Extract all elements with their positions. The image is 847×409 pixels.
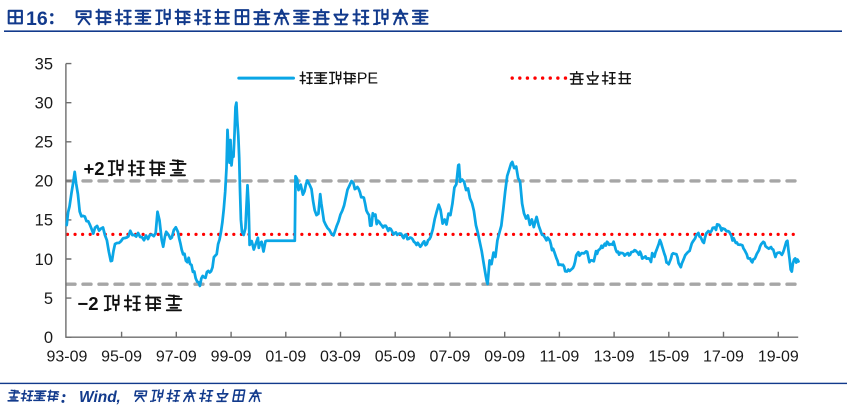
svg-text:05-09: 05-09 <box>375 349 416 366</box>
svg-text:03-09: 03-09 <box>320 349 361 366</box>
svg-text:93-09: 93-09 <box>46 349 87 366</box>
svg-text:30: 30 <box>35 95 53 113</box>
svg-text:,: , <box>116 389 121 406</box>
svg-text:10: 10 <box>35 251 53 269</box>
svg-text:Wind: Wind <box>79 389 117 406</box>
svg-text:99-09: 99-09 <box>211 349 252 366</box>
svg-text:07-09: 07-09 <box>429 349 470 366</box>
svg-text:95-09: 95-09 <box>101 349 142 366</box>
svg-text:17-09: 17-09 <box>703 349 744 366</box>
svg-text:19-09: 19-09 <box>758 349 799 366</box>
svg-text:13-09: 13-09 <box>594 349 635 366</box>
svg-text:01-09: 01-09 <box>265 349 306 366</box>
svg-text:97-09: 97-09 <box>156 349 197 366</box>
svg-text:16: 16 <box>26 8 48 30</box>
svg-text:−2: −2 <box>78 293 99 314</box>
svg-text:11-09: 11-09 <box>540 349 580 366</box>
svg-text:15-09: 15-09 <box>648 349 689 366</box>
svg-text:20: 20 <box>35 173 53 191</box>
svg-text:PE: PE <box>357 70 378 87</box>
svg-text:15: 15 <box>35 212 53 230</box>
svg-text:5: 5 <box>44 290 53 308</box>
svg-text:+2: +2 <box>84 158 105 179</box>
svg-text:25: 25 <box>35 134 53 152</box>
svg-text:09-09: 09-09 <box>484 349 525 366</box>
svg-text:35: 35 <box>35 55 53 73</box>
svg-text:0: 0 <box>44 329 53 347</box>
